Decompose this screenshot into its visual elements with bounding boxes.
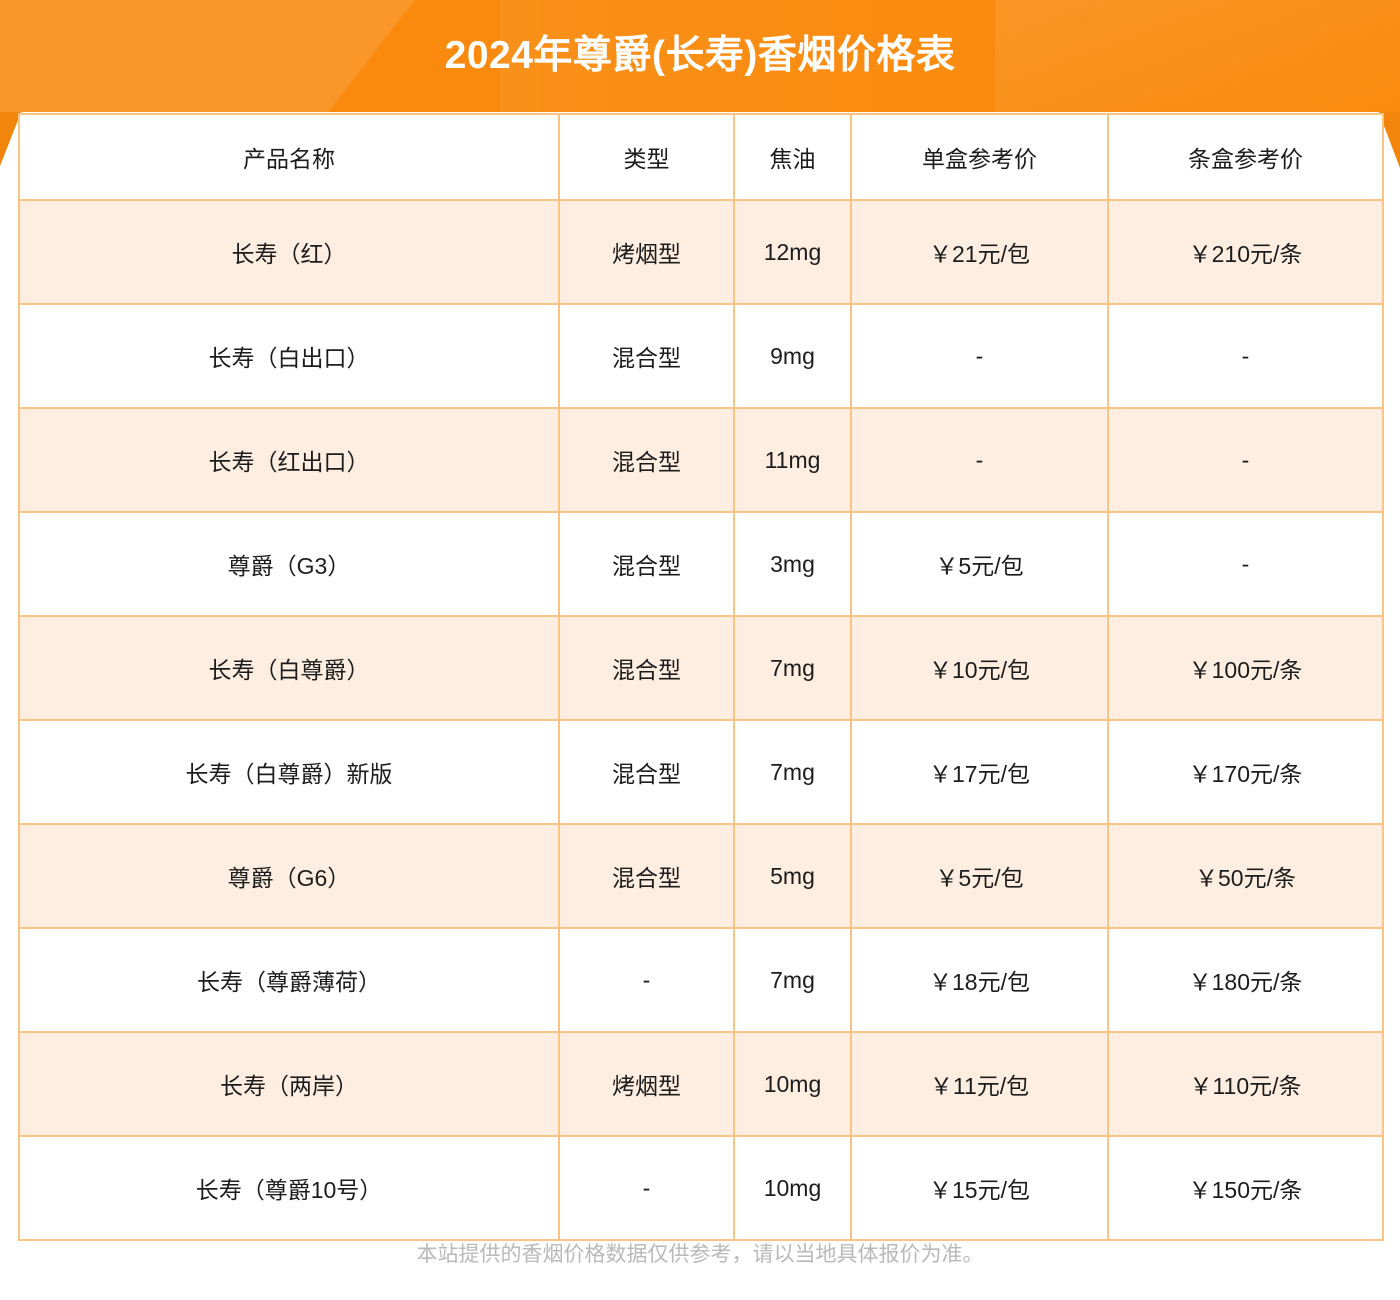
cell-type: 烤烟型 [558,1031,735,1137]
table-row: 长寿（尊爵薄荷） -7mg ￥18元/包 ￥180元/条 [18,927,1384,1033]
cell-product-name: 长寿（红出口） [18,407,560,513]
cell-product-name: 尊爵（G6） [18,823,560,929]
cell-type: 混合型 [558,719,735,825]
cell-product-name: 长寿（白出口） [18,303,560,409]
cell-tar: 10mg [733,1135,852,1241]
table-body: 长寿（红） 烤烟型 12mg ￥21元/包 ￥210元/条 长寿（白出口） 混合型 9mg - -… [18,199,1384,1241]
cell-type: 混合型 [558,407,735,513]
table-row: 长寿（红） 烤烟型 12mg ￥21元/包 ￥210元/条 [18,199,1384,305]
cell-pack-price: ￥11元/包 [850,1031,1109,1137]
column-header-product-name: 产品名称 [18,113,560,201]
cell-carton-price: ￥50元/条 [1107,823,1384,929]
cell-tar: 7mg [733,927,852,1033]
cell-tar: 11mg [733,407,852,513]
cell-carton-price: - [1107,407,1384,513]
cell-product-name: 长寿（尊爵10号） [18,1135,560,1241]
page-banner: 2024年尊爵(长寿)香烟价格表 [0,0,1400,112]
cell-type: - [558,927,735,1033]
cell-product-name: 长寿（白尊爵） [18,615,560,721]
table-header-row: 产品名称 类型 焦油 单盒参考价 条盒参考价 [18,113,1384,201]
cell-carton-price: ￥180元/条 [1107,927,1384,1033]
table-row: 长寿（两岸） 烤烟型 10mg ￥11元/包 ￥110元/条 [18,1031,1384,1137]
cell-carton-price: ￥170元/条 [1107,719,1384,825]
cell-tar: 3mg [733,511,852,617]
column-header-type: 类型 [558,113,735,201]
cell-tar: 7mg [733,615,852,721]
cell-carton-price: - [1107,303,1384,409]
cell-carton-price: ￥150元/条 [1107,1135,1384,1241]
column-header-tar: 焦油 [733,113,852,201]
cell-type: 混合型 [558,615,735,721]
cigarette-price-table: 产品名称 类型 焦油 单盒参考价 条盒参考价 长寿（红） 烤烟型 12mg ￥21元/… [18,113,1384,1241]
table-row: 长寿（尊爵10号） -10mg ￥15元/包 ￥150元/条 [18,1135,1384,1241]
banner-sheen-middle [500,0,1020,112]
cell-product-name: 尊爵（G3） [18,511,560,617]
table-row: 长寿（白尊爵） 混合型 7mg ￥10元/包 ￥100元/条 [18,615,1384,721]
cell-pack-price: - [850,303,1109,409]
cell-pack-price: ￥5元/包 [850,823,1109,929]
cell-type: 混合型 [558,303,735,409]
cell-pack-price: ￥10元/包 [850,615,1109,721]
cell-tar: 9mg [733,303,852,409]
cell-product-name: 长寿（尊爵薄荷） [18,927,560,1033]
cell-product-name: 长寿（红） [18,199,560,305]
cell-type: - [558,1135,735,1241]
cell-product-name: 长寿（两岸） [18,1031,560,1137]
cell-tar: 12mg [733,199,852,305]
table-row: 长寿（红出口） 混合型 11mg - - [18,407,1384,513]
table-header: 产品名称 类型 焦油 单盒参考价 条盒参考价 [18,113,1384,201]
column-header-pack-price: 单盒参考价 [850,113,1109,201]
cell-carton-price: ￥210元/条 [1107,199,1384,305]
cell-pack-price: ￥17元/包 [850,719,1109,825]
cell-pack-price: ￥21元/包 [850,199,1109,305]
cell-tar: 7mg [733,719,852,825]
cell-pack-price: ￥18元/包 [850,927,1109,1033]
cell-pack-price: - [850,407,1109,513]
cell-type: 烤烟型 [558,199,735,305]
table-row: 尊爵（G3） 混合型 3mg ￥5元/包 - [18,511,1384,617]
cell-type: 混合型 [558,823,735,929]
cell-tar: 5mg [733,823,852,929]
banner-tail-right [1378,110,1400,168]
column-header-carton-price: 条盒参考价 [1107,113,1384,201]
footer-disclaimer: 本站提供的香烟价格数据仅供参考，请以当地具体报价为准。 [416,1243,984,1266]
table-row: 尊爵（G6） 混合型 5mg ￥5元/包 ￥50元/条 [18,823,1384,929]
banner-tail-left [0,110,22,166]
cell-carton-price: ￥110元/条 [1107,1031,1384,1137]
cell-carton-price: ￥100元/条 [1107,615,1384,721]
cell-product-name: 长寿（白尊爵）新版 [18,719,560,825]
cell-tar: 10mg [733,1031,852,1137]
cell-pack-price: ￥5元/包 [850,511,1109,617]
table-row: 长寿（白出口） 混合型 9mg - - [18,303,1384,409]
cell-pack-price: ￥15元/包 [850,1135,1109,1241]
cell-carton-price: - [1107,511,1384,617]
banner-sheen-right [995,0,1400,112]
price-table-container: 产品名称 类型 焦油 单盒参考价 条盒参考价 长寿（红） 烤烟型 12mg ￥21元/… [18,113,1384,1241]
cell-type: 混合型 [558,511,735,617]
page-title: 2024年尊爵(长寿)香烟价格表 [444,34,956,77]
table-row: 长寿（白尊爵）新版 混合型 7mg ￥17元/包 ￥170元/条 [18,719,1384,825]
